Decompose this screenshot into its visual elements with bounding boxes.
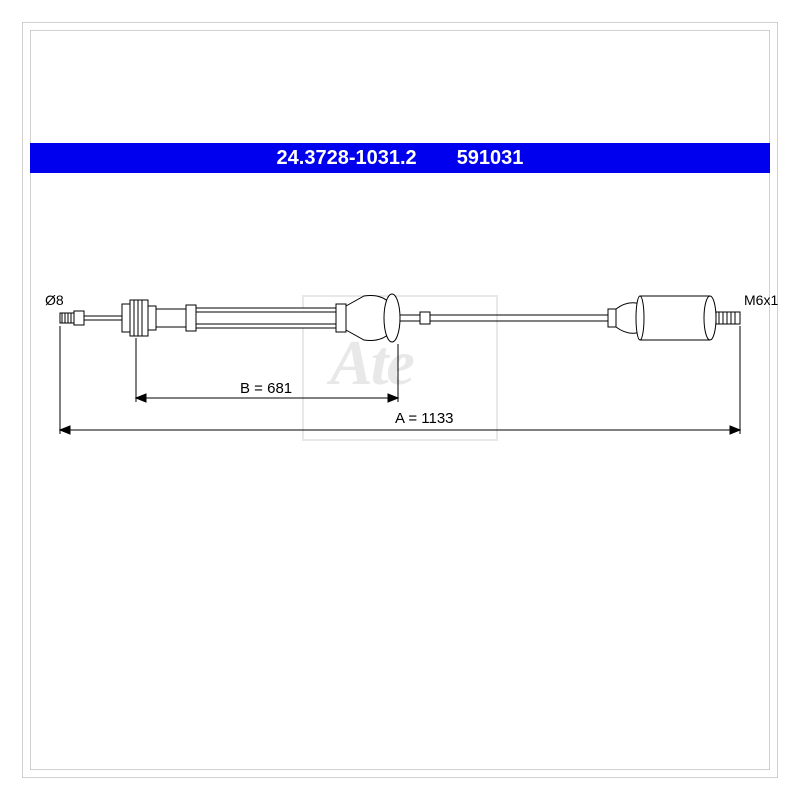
- label-dim-a: A = 1133: [395, 410, 454, 427]
- label-diameter: Ø8: [45, 292, 64, 308]
- cable-drawing: [0, 0, 800, 800]
- label-dim-b: B = 681: [240, 380, 292, 397]
- label-thread: M6x1: [744, 292, 778, 308]
